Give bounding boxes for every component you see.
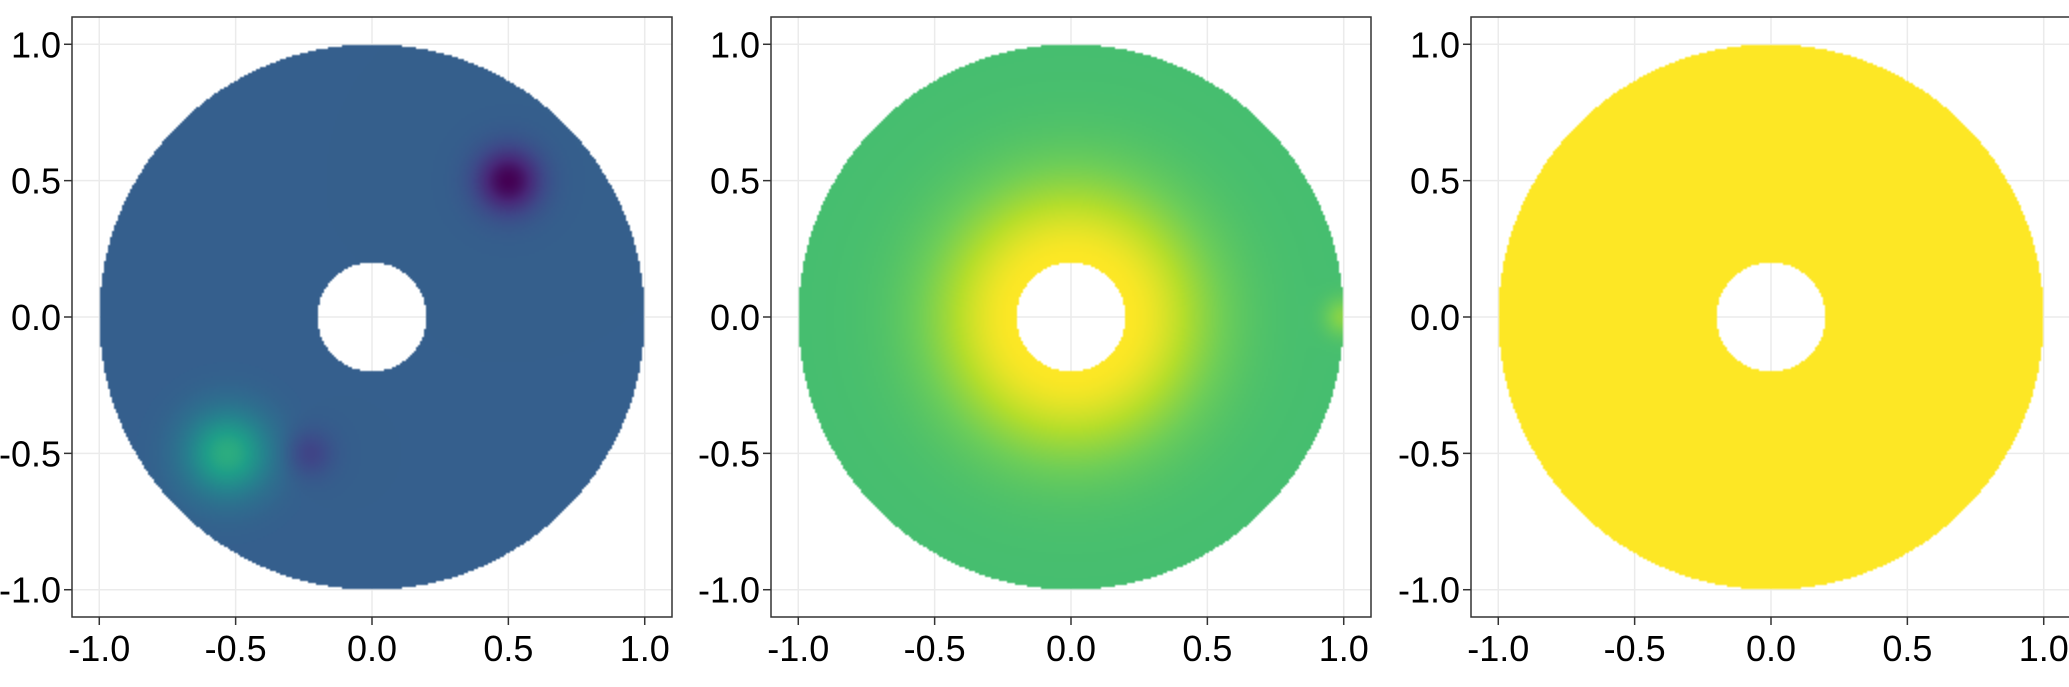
y-tick-label: -1.0 xyxy=(0,570,61,611)
x-tick-label: -0.5 xyxy=(904,628,966,669)
y-tick-label: 0.5 xyxy=(710,161,760,202)
x-tick-label: -1.0 xyxy=(68,628,130,669)
x-tick-label: 0.0 xyxy=(1746,628,1796,669)
x-tick-label: 0.0 xyxy=(347,628,397,669)
x-tick-label: 1.0 xyxy=(620,628,670,669)
x-tick-label: -1.0 xyxy=(1467,628,1529,669)
x-tick-label: 1.0 xyxy=(2019,628,2069,669)
y-tick-label: 0.5 xyxy=(1410,161,1460,202)
x-tick-label: 0.0 xyxy=(1046,628,1096,669)
y-tick-label: 0.0 xyxy=(1410,297,1460,338)
y-tick-label: 1.0 xyxy=(710,24,760,65)
panel-1: -1.0 -0.5 0.0 0.5 1.0 1.0 0.5 0.0 -0.5 -1.0 xyxy=(0,16,673,669)
heatmap-annulus xyxy=(72,17,672,617)
y-tick-label: 1.0 xyxy=(11,24,61,65)
panel-3: -1.0 -0.5 0.0 0.5 1.0 1.0 0.5 0.0 -0.5 -1.0 xyxy=(1398,16,2069,669)
heatmap-annulus xyxy=(1471,17,2069,617)
x-tick-label: -1.0 xyxy=(767,628,829,669)
x-tick-label: 0.5 xyxy=(1882,628,1932,669)
heatmap-annulus xyxy=(771,17,1371,617)
x-tick-label: 1.0 xyxy=(1319,628,1369,669)
panel-2: -1.0 -0.5 0.0 0.5 1.0 1.0 0.5 0.0 -0.5 -1.0 xyxy=(698,16,1372,669)
y-tick-label: -0.5 xyxy=(698,433,760,474)
y-tick-label: -1.0 xyxy=(698,570,760,611)
y-tick-label: 0.0 xyxy=(710,297,760,338)
y-tick-label: -0.5 xyxy=(0,433,61,474)
y-tick-label: 1.0 xyxy=(1410,24,1460,65)
y-tick-label: 0.5 xyxy=(11,161,61,202)
y-tick-label: 0.0 xyxy=(11,297,61,338)
x-tick-label: 0.5 xyxy=(1182,628,1232,669)
y-tick-label: -1.0 xyxy=(1398,570,1460,611)
x-tick-label: -0.5 xyxy=(205,628,267,669)
x-tick-label: 0.5 xyxy=(483,628,533,669)
y-tick-label: -0.5 xyxy=(1398,433,1460,474)
x-tick-label: -0.5 xyxy=(1604,628,1666,669)
